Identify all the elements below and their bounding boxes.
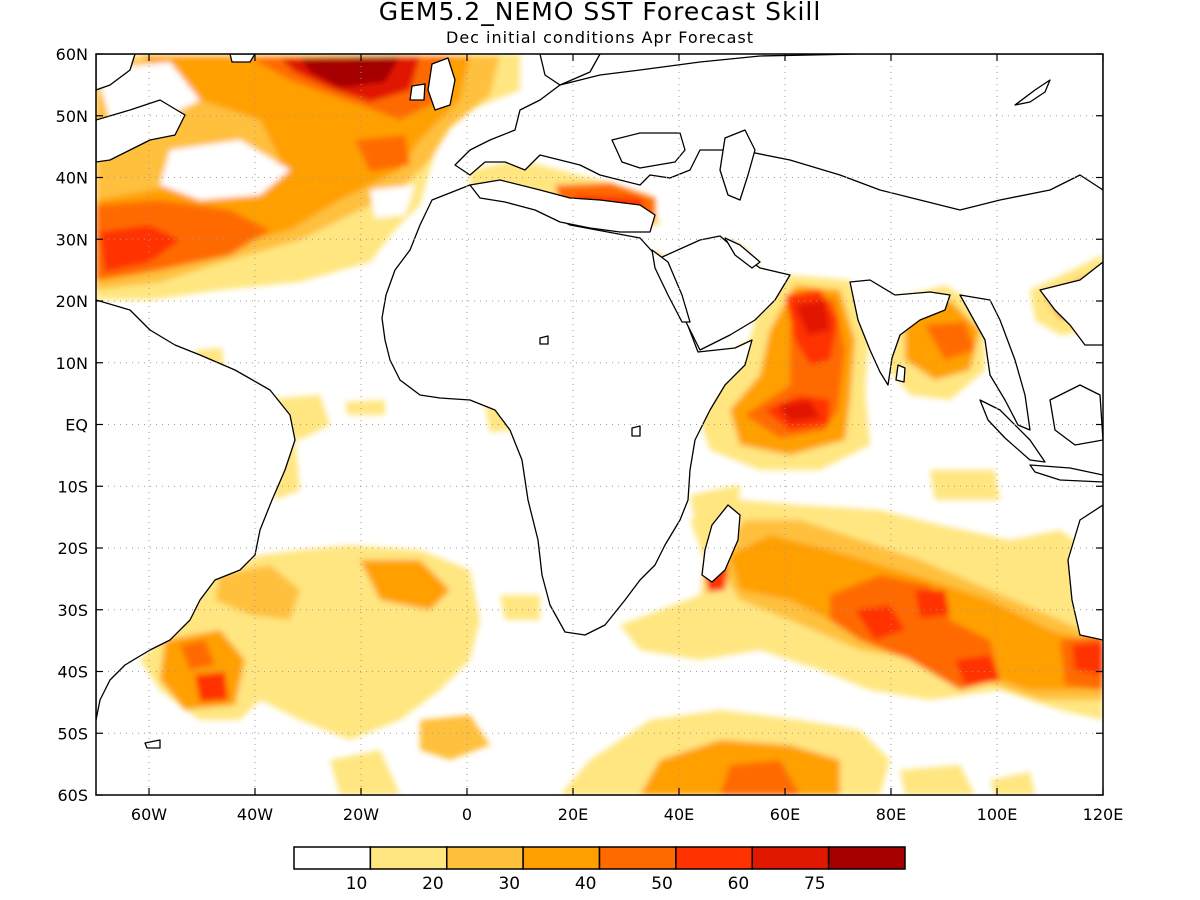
- india-coastline: [849, 279, 951, 386]
- colorbar-swatch: [598, 846, 677, 870]
- coastlines: [96, 54, 1103, 749]
- longitude-label: 60E: [770, 805, 800, 824]
- colorbar-label: 30: [498, 874, 520, 894]
- black-sea-coastline: [611, 132, 686, 169]
- longitude-label: 40E: [664, 805, 694, 824]
- japan-coastline: [1014, 79, 1051, 106]
- latitude-label: 40N: [56, 169, 88, 188]
- colorbar-label: 10: [346, 874, 368, 894]
- caspian-sea-coastline: [719, 129, 756, 201]
- longitude-label: 20W: [343, 805, 379, 824]
- skill-patch-south-atlantic: [180, 640, 215, 670]
- latitude-label: 50S: [57, 724, 88, 743]
- java-coastline: [1029, 464, 1103, 483]
- latitude-label: 50N: [56, 107, 88, 126]
- latitude-label: 60S: [57, 786, 88, 805]
- mediterranean-coastline: [469, 179, 656, 233]
- skill-patch-southern-ocean: [990, 772, 1035, 795]
- latitude-label: 60N: [56, 45, 88, 64]
- skill-patch-south-atlantic: [330, 750, 400, 795]
- north-america-coastline: [96, 54, 136, 91]
- longitude-label: 40W: [237, 805, 273, 824]
- skill-patch-south-atlantic: [365, 640, 420, 720]
- skill-patch-south-indian-ocean: [915, 590, 950, 618]
- skill-patch-south-indian-ocean: [855, 605, 905, 640]
- map-subtitle: Dec initial conditions Apr Forecast: [446, 28, 754, 47]
- longitude-label: 80E: [876, 805, 906, 824]
- colorbar-label: 50: [651, 874, 673, 894]
- longitude-label: 60W: [131, 805, 167, 824]
- skill-patch-arabian-sea: [778, 400, 820, 422]
- ireland-coastline: [409, 83, 426, 101]
- skill-patch-north-atlantic: [355, 135, 410, 172]
- latitude-label: 30S: [57, 601, 88, 620]
- south-america-coastline: [96, 299, 296, 721]
- southeast-asia-coastline: [959, 294, 1031, 431]
- colorbar-label: 60: [728, 874, 750, 894]
- colorbar-swatch: [522, 846, 601, 870]
- island-coastline: [539, 335, 549, 345]
- skill-patch-south-atlantic: [195, 672, 228, 702]
- colorbar-swatch: [369, 846, 448, 870]
- europe-coastline: [454, 54, 1103, 211]
- british-isles-coastline: [427, 57, 456, 111]
- longitude-labels: 60W 40W 20W 0 20E 40E 60E 80E 100E 120E: [131, 805, 1123, 824]
- skill-patch-south-indian-ocean: [1072, 642, 1103, 675]
- skill-patch-arabian-sea: [795, 300, 830, 335]
- longitude-label: 120E: [1083, 805, 1124, 824]
- colorbar-swatch: [751, 846, 830, 870]
- colorbar-swatch: [675, 846, 753, 870]
- island-coastline: [144, 739, 161, 749]
- skill-hole: [160, 140, 290, 200]
- skill-patch-south-atlantic: [360, 560, 450, 610]
- skill-patch-south-atlantic: [215, 565, 300, 620]
- skill-patch-north-atlantic: [300, 56, 400, 88]
- persian-gulf-coastline: [724, 237, 761, 269]
- map-title: GEM5.2_NEMO SST Forecast Skill: [378, 0, 822, 26]
- latitude-label: EQ: [65, 416, 88, 435]
- skill-patch-south-indian-ocean: [930, 470, 1000, 500]
- skill-patch-equatorial-atlantic: [345, 400, 385, 415]
- skill-patch-south-atlantic: [420, 715, 490, 760]
- skill-patch-southern-ocean: [900, 765, 975, 795]
- latitude-label: 20N: [56, 292, 88, 311]
- latitude-label: 40S: [57, 663, 88, 682]
- iceland-coastline: [229, 54, 256, 63]
- southeast-asia-coastline: [1039, 261, 1103, 346]
- island-coastline: [631, 425, 641, 437]
- latitude-label: 30N: [56, 230, 88, 249]
- borneo-coastline: [1049, 384, 1103, 446]
- colorbar-label: 20: [422, 874, 444, 894]
- colorbar-swatch: [446, 846, 524, 870]
- red-sea-coastline: [651, 249, 691, 323]
- colorbar-label: 75: [804, 874, 826, 894]
- skill-patch-south-indian-ocean: [955, 655, 1000, 685]
- madagascar-coastline: [701, 504, 741, 583]
- colorbar-labels: 10 20 30 40 50 60 75: [346, 874, 826, 894]
- scandinavia-coastline: [539, 54, 601, 86]
- arabia-coastline: [659, 235, 791, 351]
- skill-patch-north-atlantic: [100, 225, 180, 272]
- longitude-label: 100E: [977, 805, 1018, 824]
- skill-patch-southern-ocean: [720, 760, 800, 795]
- axis-ticks: [96, 53, 1104, 796]
- colorbar-label: 40: [575, 874, 597, 894]
- colorbar-swatch: [827, 846, 906, 870]
- latitude-label: 20S: [57, 539, 88, 558]
- latitude-labels: 60N 50N 40N 30N 20N 10N EQ 10S 20S 30S 40S 50S 60S: [56, 45, 88, 805]
- sumatra-coastline: [979, 399, 1046, 463]
- latitude-label: 10N: [56, 354, 88, 373]
- australia-coastline: [1067, 504, 1103, 641]
- sri-lanka-coastline: [895, 364, 906, 383]
- skill-patch-south-atlantic: [500, 595, 540, 620]
- colorbar-swatch: [293, 846, 372, 870]
- longitude-label: 0: [462, 805, 472, 824]
- colorbar: [293, 846, 906, 870]
- longitude-label: 20E: [558, 805, 588, 824]
- skill-hole: [370, 185, 415, 218]
- skill-patch-bay-of-bengal: [925, 322, 975, 360]
- latitude-label: 10S: [57, 477, 88, 496]
